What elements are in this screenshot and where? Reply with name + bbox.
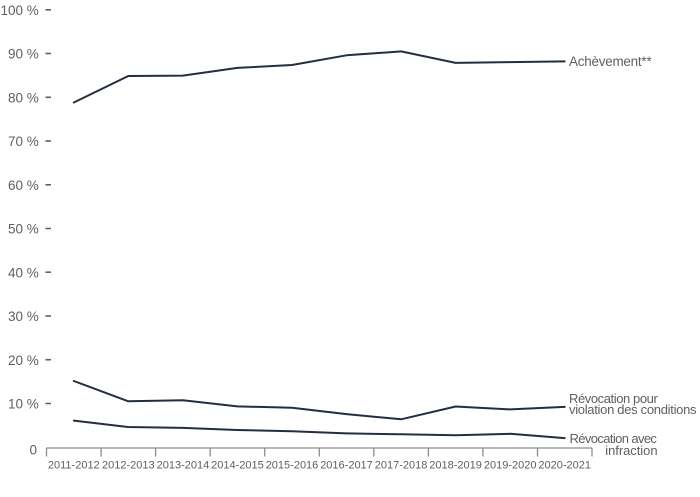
- svg-text:100 %: 100 %: [1, 3, 39, 18]
- svg-text:2011-2012: 2011-2012: [48, 460, 100, 472]
- svg-text:Achèvement**: Achèvement**: [569, 54, 651, 69]
- svg-text:2015-2016: 2015-2016: [266, 460, 319, 472]
- svg-text:30 %: 30 %: [8, 309, 39, 324]
- svg-text:90 %: 90 %: [8, 47, 39, 62]
- svg-text:50 %: 50 %: [8, 222, 39, 237]
- svg-text:2016-2017: 2016-2017: [320, 460, 373, 472]
- svg-text:infraction: infraction: [605, 443, 657, 458]
- svg-text:40 %: 40 %: [8, 265, 39, 280]
- svg-text:2020-2021: 2020-2021: [538, 460, 591, 472]
- svg-text:violation des conditions: violation des conditions: [569, 402, 697, 417]
- svg-text:Révocation avec: Révocation avec: [570, 431, 658, 446]
- svg-text:2019-2020: 2019-2020: [484, 460, 537, 472]
- svg-text:2014-2015: 2014-2015: [211, 460, 264, 472]
- svg-text:2012-2013: 2012-2013: [102, 460, 155, 472]
- svg-text:2018-2019: 2018-2019: [429, 460, 482, 472]
- svg-text:2017-2018: 2017-2018: [375, 460, 428, 472]
- svg-text:80 %: 80 %: [8, 91, 39, 106]
- svg-text:70 %: 70 %: [8, 134, 39, 149]
- svg-text:0: 0: [29, 442, 37, 457]
- svg-text:20 %: 20 %: [8, 353, 39, 368]
- svg-text:60 %: 60 %: [8, 178, 39, 193]
- svg-text:10 %: 10 %: [8, 397, 39, 412]
- svg-text:2013-2014: 2013-2014: [157, 460, 210, 472]
- svg-text:Révocation pour: Révocation pour: [569, 391, 658, 406]
